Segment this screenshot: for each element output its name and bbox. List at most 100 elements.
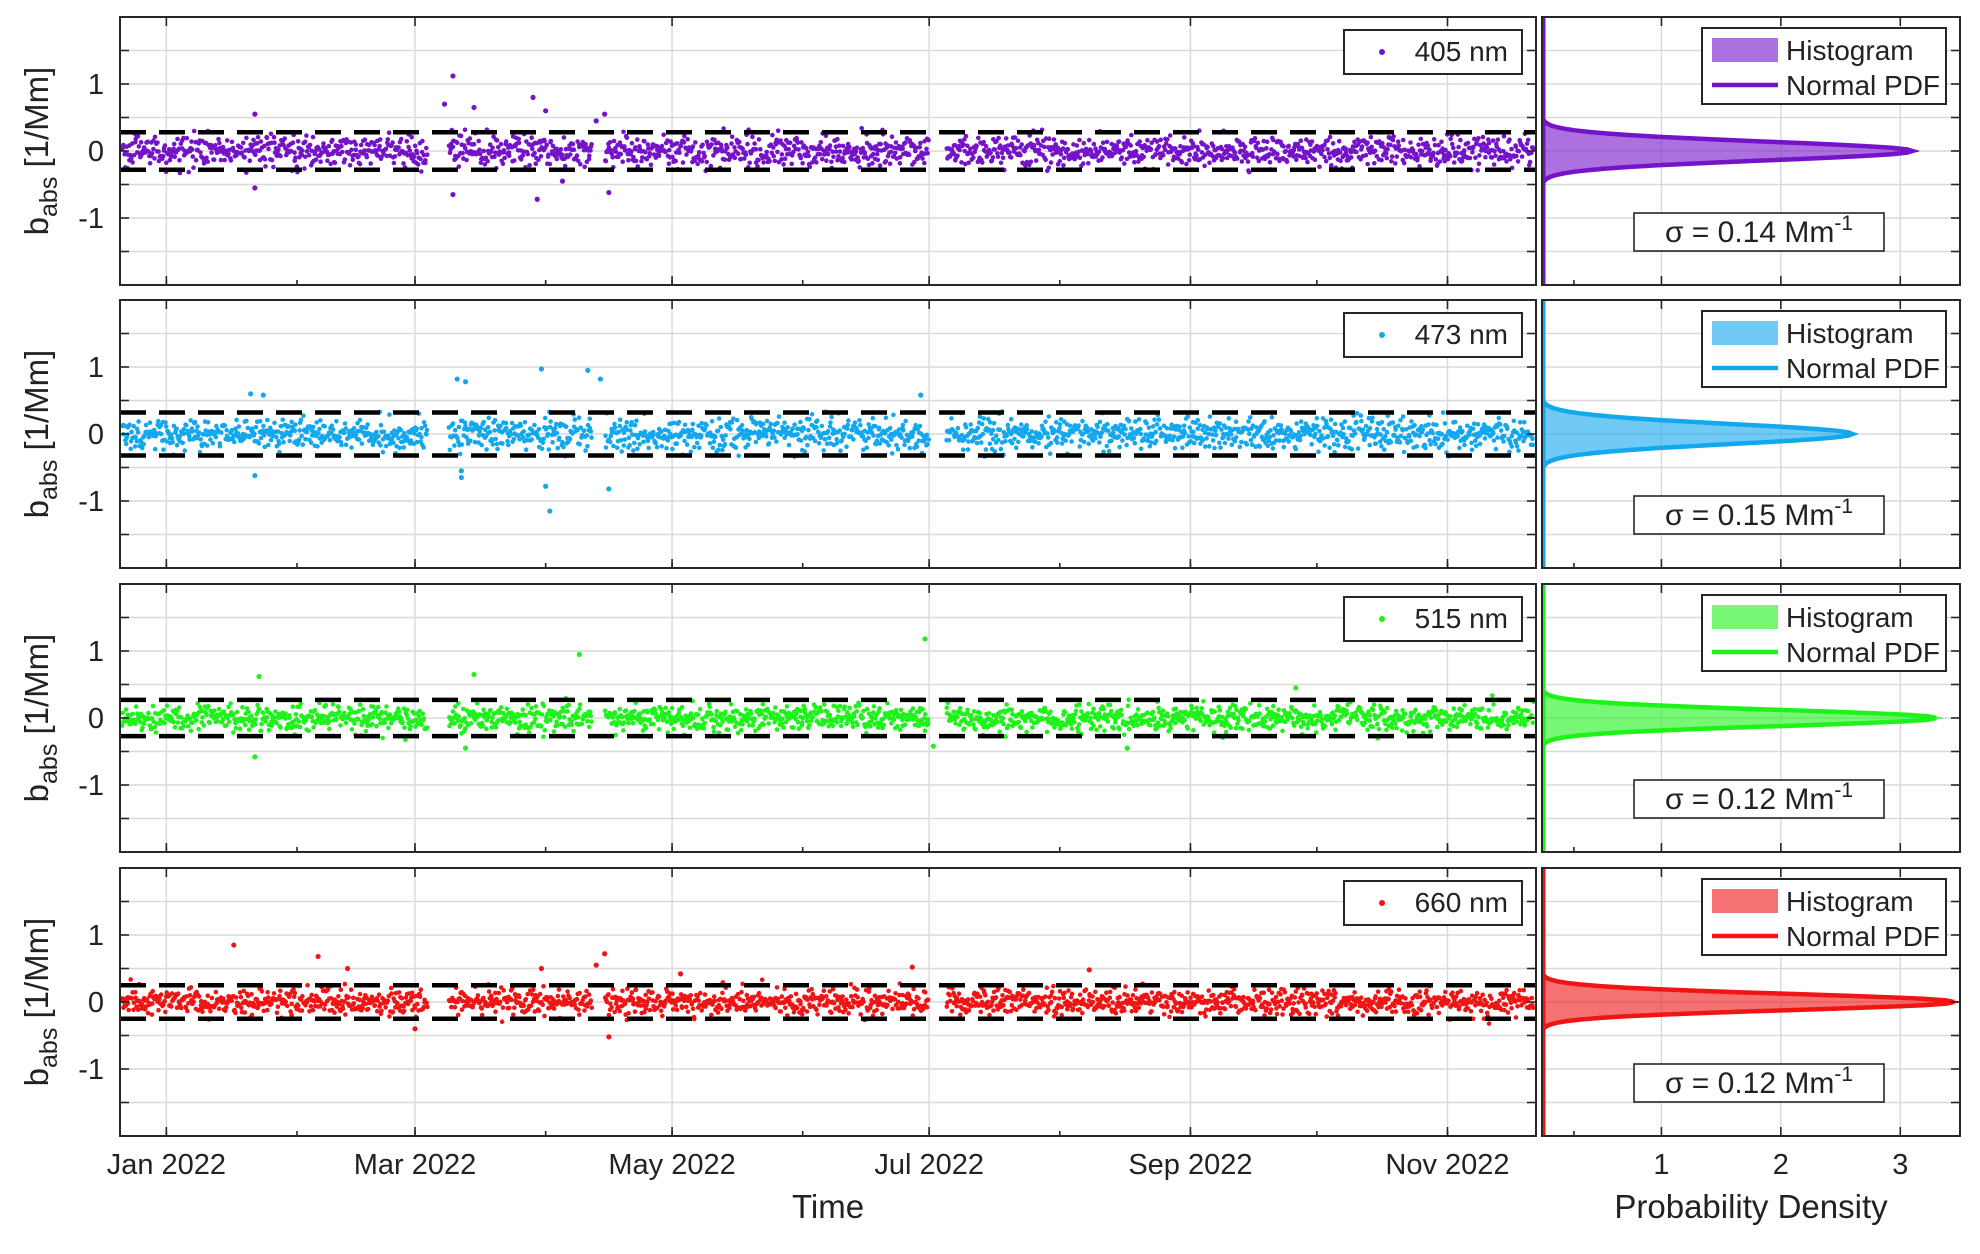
scatter-point (204, 155, 209, 161)
scatter-point (452, 721, 457, 726)
scatter-point (959, 160, 964, 165)
scatter-point (694, 440, 700, 446)
scatter-point (823, 133, 829, 139)
scatter-point-outlier (462, 379, 469, 385)
scatter-point (1522, 419, 1527, 425)
scatter-point (589, 142, 594, 147)
scatter-point (957, 706, 963, 711)
scatter-point (222, 157, 227, 163)
scatter-point (330, 702, 336, 707)
scatter-point (171, 141, 177, 147)
scatter-point (562, 709, 567, 714)
scatter-point (1206, 431, 1211, 437)
scatter-point (1124, 156, 1130, 162)
scatter-point (481, 419, 487, 425)
scatter-point (1239, 439, 1244, 445)
scatter-point (711, 729, 717, 734)
scatter-point (587, 153, 592, 158)
scatter-point (1147, 444, 1153, 449)
scatter-point (419, 722, 424, 728)
scatter-point (357, 161, 363, 167)
scatter-point (1047, 451, 1053, 457)
scatter-point (1302, 431, 1307, 437)
scatter-point (1333, 429, 1339, 435)
scatter-point (454, 140, 460, 146)
scatter-point (1105, 421, 1110, 427)
scatter-point (376, 704, 381, 710)
scatter-point (799, 720, 805, 725)
scatter-point (298, 701, 304, 706)
scatter-point (1417, 433, 1422, 439)
scatter-point (1030, 445, 1035, 450)
scatter-point (396, 709, 402, 715)
scatter-point (790, 426, 795, 432)
scatter-point (1272, 149, 1277, 154)
scatter-point (162, 720, 167, 726)
scatter-point (1187, 425, 1193, 430)
scatter-point (1447, 153, 1453, 159)
scatter-point (133, 721, 138, 727)
scatter-point (1501, 134, 1507, 139)
scatter-point (713, 718, 719, 724)
scatter-point (1277, 438, 1282, 443)
scatter-point (1015, 138, 1021, 144)
scatter-point (1207, 160, 1212, 166)
histogram-fill (1542, 373, 1859, 495)
scatter-point (1298, 138, 1304, 143)
scatter-point (1449, 141, 1455, 147)
scatter-point (1451, 145, 1456, 151)
scatter-point (529, 705, 534, 711)
scatter-point (624, 135, 630, 140)
scatter-point (834, 441, 840, 446)
scatter-point (1102, 728, 1107, 734)
scatter-point (974, 440, 980, 446)
scatter-point (838, 448, 843, 454)
scatter-point (1086, 137, 1092, 143)
scatter-point (309, 428, 315, 434)
scatter-point (966, 160, 971, 166)
scatter-point (276, 711, 282, 717)
scatter-point (1057, 422, 1063, 427)
scatter-point (1315, 423, 1320, 429)
scatter-point (1233, 435, 1239, 440)
scatter-point (1354, 410, 1360, 416)
scatter-point (377, 137, 383, 142)
scatter-point (271, 715, 277, 720)
scatter-point (123, 441, 129, 447)
scatter-point (1107, 702, 1113, 708)
scatter-point (290, 140, 296, 145)
scatter-point (307, 142, 313, 148)
scatter-point (502, 155, 508, 161)
scatter-point (632, 709, 637, 714)
scatter-point (348, 140, 354, 145)
scatter-point (1060, 146, 1066, 151)
scatter-point (152, 724, 157, 730)
scatter-point (477, 429, 483, 435)
scatter-point (745, 711, 750, 717)
scatter-point (386, 725, 391, 731)
scatter-point (1303, 155, 1308, 161)
scatter-point (374, 429, 379, 435)
scatter-point (1389, 154, 1395, 159)
scatter-point (1105, 719, 1111, 724)
scatter-point (297, 428, 303, 433)
scatter-point (1437, 159, 1443, 164)
scatter-point (1460, 429, 1465, 434)
scatter-point (292, 428, 298, 434)
scatter-point (805, 442, 810, 448)
scatter-point (759, 712, 765, 717)
scatter-point (621, 129, 626, 135)
scatter-point (688, 449, 694, 455)
scatter-point (1262, 419, 1267, 424)
scatter-point (190, 154, 196, 159)
scatter-point (824, 158, 829, 163)
scatter-point (844, 426, 850, 431)
scatter-point (181, 724, 186, 729)
scatter-point (471, 141, 477, 147)
scatter-point (1229, 153, 1234, 159)
scatter-point (902, 442, 907, 448)
scatter-point (163, 420, 168, 425)
scatter-point (909, 434, 915, 439)
scatter-point (1286, 143, 1291, 149)
scatter-point (822, 702, 827, 707)
